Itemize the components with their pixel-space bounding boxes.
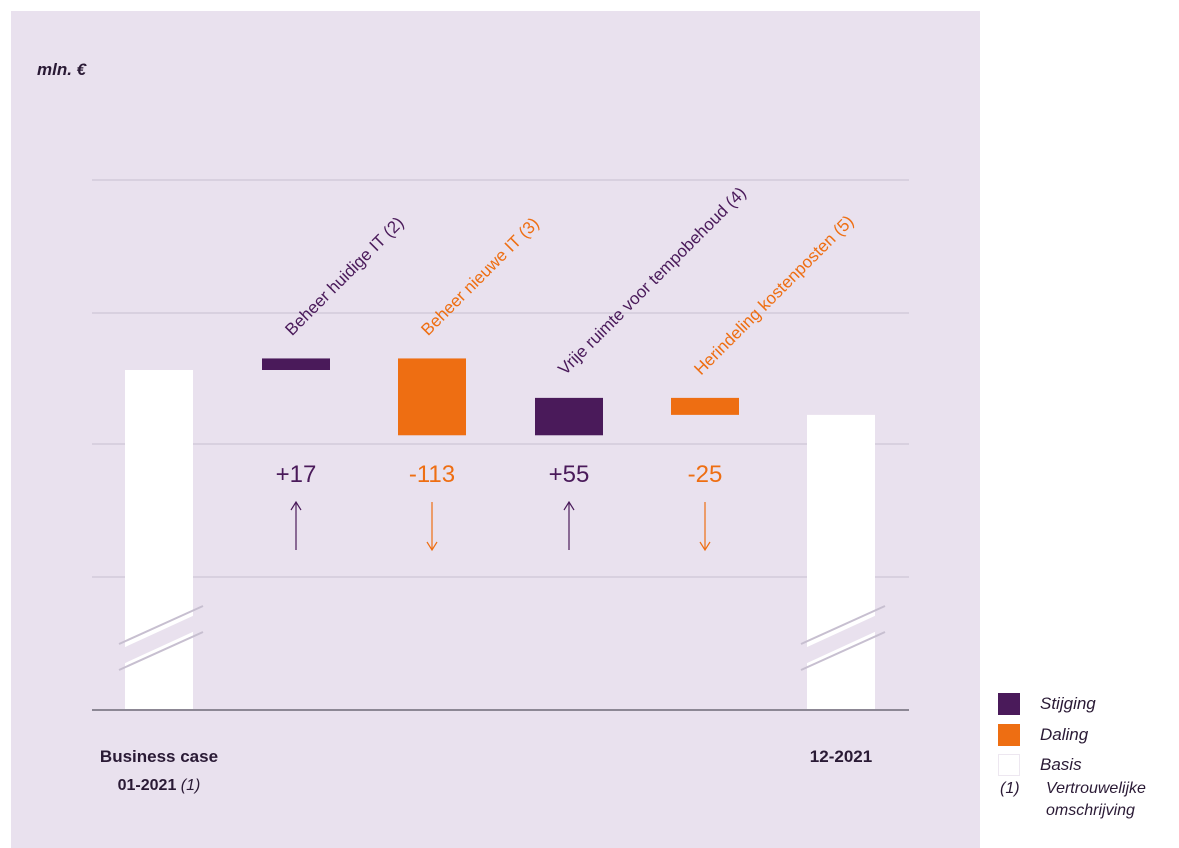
value-label-1: +17 — [276, 461, 317, 488]
axis-break-line-lower — [800, 631, 886, 671]
category-label-4: Herindeling kostenposten (5) — [690, 212, 857, 379]
arrow-head — [699, 541, 711, 552]
axis-break-gap — [805, 614, 879, 664]
bar-decrease-4 — [671, 397, 739, 415]
arrow-head — [563, 500, 575, 511]
arrow-down-icon — [426, 502, 438, 552]
arrow-up-icon — [290, 500, 302, 550]
value-label-4: -25 — [688, 461, 723, 488]
arrow-head — [290, 500, 302, 511]
bar-increase-1 — [262, 358, 330, 370]
legend-item-increase: Stijging — [998, 692, 1096, 716]
legend-label-increase: Stijging — [1040, 694, 1096, 713]
axis-break-end — [800, 605, 886, 671]
axis-break-start — [118, 605, 204, 671]
arrow-up-icon — [563, 500, 575, 550]
bar-increase-3 — [535, 397, 603, 436]
arrow-down-icon — [699, 502, 711, 552]
value-label-3: +55 — [549, 461, 590, 488]
start-note-marker: (1) — [181, 777, 201, 794]
start-date-label: 01-2021 — [118, 777, 181, 794]
category-label-start-line1: Business case — [100, 747, 218, 766]
legend-swatch-decrease — [998, 724, 1020, 746]
legend-swatch-increase — [998, 693, 1020, 715]
unit-label: mln. € — [37, 60, 88, 79]
arrow-head — [426, 541, 438, 552]
axis-break-line-lower — [118, 631, 204, 671]
basis-bar-start — [125, 370, 193, 710]
axis-break-line-upper — [118, 605, 204, 645]
legend-swatch-basis — [998, 754, 1020, 776]
category-label-1: Beheer huidige IT (2) — [281, 213, 407, 339]
footnote-marker: (1) — [1000, 780, 1020, 797]
footnote-text: Vertrouwelijke omschrijving — [1046, 780, 1146, 819]
axis-break-line-upper — [800, 605, 886, 645]
legend-label-basis: Basis — [1040, 755, 1082, 774]
category-label-start-line2: 01-2021 (1) — [118, 777, 201, 794]
legend-item-basis: Basis — [998, 753, 1082, 777]
axis-break-gap — [123, 614, 197, 664]
value-label-2: -113 — [409, 461, 455, 488]
category-label-2: Beheer nieuwe IT (3) — [417, 214, 542, 339]
legend-label-decrease: Daling — [1040, 725, 1089, 744]
legend-item-decrease: Daling — [998, 723, 1088, 747]
bar-decrease-2 — [398, 358, 466, 436]
basis-bar-end — [807, 414, 875, 710]
category-label-end: 12-2021 — [810, 747, 872, 766]
